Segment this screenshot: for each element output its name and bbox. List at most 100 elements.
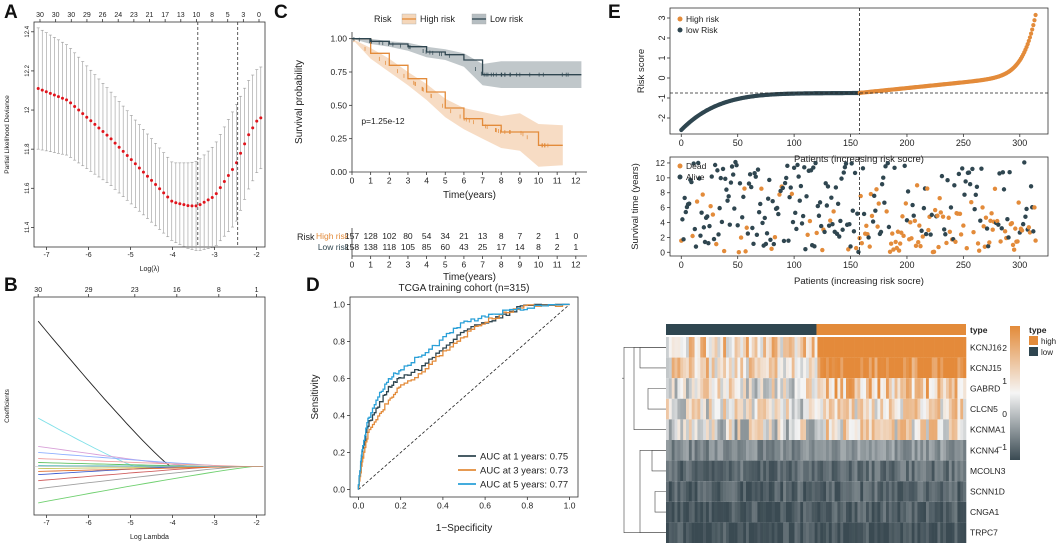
panel-e3-cell [800, 419, 804, 440]
panel-e3-cell [811, 398, 815, 420]
panel-e3-cell [800, 501, 804, 523]
panel-e3-cell [717, 501, 721, 523]
panel-e3-cell [834, 419, 838, 440]
panel-e2-point [800, 213, 806, 219]
panel-e3-cell [846, 357, 850, 379]
panel-e3-cell [868, 481, 873, 502]
panel-e3-cell [903, 357, 907, 379]
panel-e2-point [691, 161, 696, 166]
panel-e3-cell [828, 378, 833, 399]
panel-e3-cell [726, 522, 730, 543]
panel-e3-cell [857, 501, 861, 523]
panel-e3-cell [957, 378, 961, 399]
panel-e3-cell [714, 460, 718, 482]
panel-a-top-tick-label: 0 [257, 12, 261, 19]
panel-e2-point [743, 249, 748, 254]
panel-e3-cell [874, 398, 878, 420]
panel-e3-gene-label: CLCN5 [970, 404, 998, 414]
panel-e3-cell [774, 337, 778, 358]
panel-e3-cell [897, 440, 901, 461]
panel-d-x-tick-label: 0.8 [521, 501, 533, 511]
panel-e3-cell [700, 501, 704, 523]
panel-e3-cell [734, 337, 738, 358]
panel-e3-cell [946, 522, 950, 543]
panel-e3-cell [680, 419, 684, 440]
panel-e2-point [984, 226, 990, 231]
panel-e3-cell [751, 481, 755, 502]
panel-e2-plot-frame [669, 156, 1049, 257]
panel-a-point [85, 115, 89, 119]
panel-e3-cell [923, 357, 927, 379]
panel-e3-cell [960, 398, 964, 420]
panel-e3-cell [926, 440, 930, 461]
panel-e3-cell [771, 460, 775, 482]
panel-e2-point [755, 167, 761, 172]
panel-e2-point [797, 198, 802, 203]
panel-e3-cell [891, 522, 895, 543]
panel-e3-cell [691, 481, 695, 502]
panel-e3-cell [946, 357, 950, 379]
panel-e3-cell [888, 378, 893, 399]
panel-e3-cell [831, 337, 835, 358]
panel-e2-point [963, 179, 968, 184]
panel-e1-legend-dot-low [677, 27, 683, 33]
panel-e3-cell [923, 419, 927, 440]
panel-e3-cell [860, 460, 864, 482]
panel-e2-point [884, 209, 889, 214]
panel-e2-point [838, 218, 843, 224]
panel-e3-cell [863, 357, 867, 379]
panel-e3-cell [886, 440, 890, 461]
panel-e3-cell [708, 460, 713, 482]
panel-e3-cell [843, 398, 847, 420]
panel-b-coef-path [38, 466, 263, 482]
panel-e2-point [979, 166, 984, 171]
panel-e3-cell [831, 378, 835, 399]
panel-e3-cell [820, 481, 824, 502]
panel-e3-cell [743, 337, 747, 358]
panel-e3-cell [951, 378, 955, 399]
panel-e3-cell [743, 357, 747, 379]
panel-e3-cell [806, 481, 810, 502]
panel-e3-cell [820, 398, 824, 420]
panel-e3-cell [857, 337, 861, 358]
panel-e3-cell [868, 501, 873, 523]
panel-e3-cell [846, 419, 850, 440]
panel-e3-cell [957, 481, 961, 502]
panel-e2-point [875, 224, 880, 229]
panel-e3-cell [737, 337, 741, 358]
panel-e2-point [1005, 216, 1010, 222]
panel-e3-cell [811, 460, 815, 482]
panel-e2-point [876, 201, 881, 206]
panel-e1-point [1025, 42, 1030, 47]
panel-e3-cell [931, 501, 935, 523]
panel-e3-dendrogram-branch [654, 491, 666, 513]
panel-a-point [251, 126, 255, 130]
panel-a-point [247, 133, 251, 137]
panel-e3-cell [897, 481, 901, 502]
panel-e3-cell [817, 501, 821, 523]
panel-e3-cell [754, 440, 758, 461]
panel-b-coef-path [38, 458, 263, 468]
panel-a-point [170, 199, 174, 203]
panel-a-point [97, 126, 101, 130]
panel-e2-point [899, 230, 904, 235]
panel-e3-cell [937, 419, 941, 440]
panel-e3-cell [723, 337, 727, 358]
panel-e3-cell [920, 378, 924, 399]
panel-e3-cell [666, 460, 670, 482]
panel-e3-cell [768, 419, 773, 440]
panel-e3-cell [768, 522, 773, 543]
panel-e2-point [908, 220, 913, 225]
panel-c-legend-label-low: Low risk [490, 14, 524, 24]
panel-e3-cell [668, 398, 673, 420]
panel-e3-cell [868, 378, 873, 399]
panel-e2-point [803, 246, 808, 252]
panel-e3-cell [743, 501, 747, 523]
panel-e2-point [952, 183, 957, 188]
panel-e1-y-tick-label: 3 [657, 15, 667, 20]
panel-e3-cell [748, 501, 753, 523]
panel-e3-cell [783, 501, 787, 523]
panel-e3-cell [674, 337, 678, 358]
panel-e3-cell [906, 440, 910, 461]
panel-e3-cell [680, 522, 684, 543]
